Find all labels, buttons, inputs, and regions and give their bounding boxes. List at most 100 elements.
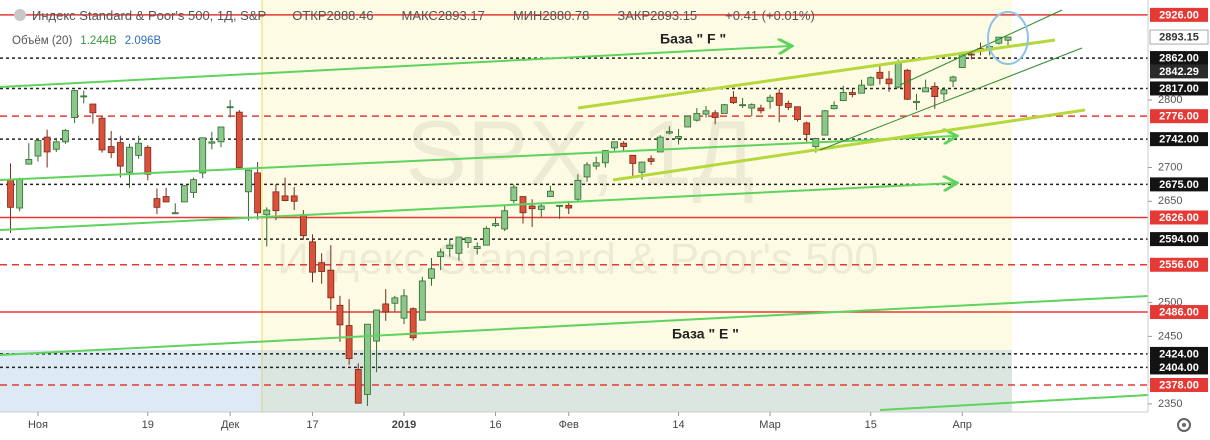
candle-body	[775, 92, 783, 106]
candle-body	[849, 92, 856, 95]
level-label-box	[1150, 257, 1208, 272]
candle-body	[309, 241, 316, 273]
level-label-box	[1150, 81, 1208, 96]
candle-body	[52, 141, 60, 150]
candle-body	[876, 71, 884, 79]
candle-body	[858, 84, 865, 94]
level-label-box	[1150, 132, 1208, 147]
candle-body	[428, 268, 435, 279]
candle-body	[382, 303, 390, 313]
candle-body	[208, 141, 216, 144]
level-label: 2424.00	[1159, 348, 1199, 360]
candle-body	[336, 304, 344, 326]
candle-body	[940, 89, 948, 95]
candle-body	[510, 186, 518, 201]
channel-line	[819, 47, 1083, 151]
candle-body	[199, 137, 207, 174]
candle-body	[135, 142, 143, 156]
volume-value: 1.244B	[80, 35, 117, 47]
trend-line	[0, 136, 955, 181]
candle-body	[720, 104, 728, 114]
candle-body	[162, 196, 170, 203]
x-tick-label: 17	[306, 419, 318, 431]
candle-body	[144, 146, 152, 175]
settings-icon[interactable]	[1177, 418, 1191, 432]
last-price-box	[1149, 29, 1209, 45]
candle-body	[400, 295, 408, 319]
candle-body	[153, 198, 161, 208]
candle-body	[656, 136, 664, 153]
ohlc-value: 2893.17	[437, 8, 485, 23]
gear[interactable]	[1177, 418, 1191, 432]
candle-body	[839, 92, 847, 102]
candle-body	[43, 136, 51, 153]
level-label-box	[1150, 51, 1208, 66]
candle-body	[730, 96, 737, 104]
ohlc-label: ОТКР	[292, 8, 327, 23]
trend-line	[0, 183, 955, 231]
candle-body	[354, 369, 362, 404]
level-label-box	[1150, 377, 1208, 392]
candle-body	[492, 223, 499, 226]
candle-body	[556, 204, 563, 207]
gear-center[interactable]	[1182, 423, 1186, 427]
channel-line	[612, 108, 1086, 182]
candle-body	[830, 104, 838, 110]
y-tick-label: 2450	[1158, 330, 1182, 342]
y-tick-label: 2350	[1158, 398, 1182, 410]
level-label-box	[1150, 7, 1208, 22]
annotation: База " E "	[672, 326, 739, 342]
candle-body	[299, 214, 307, 237]
ohlc-value: 2888.46	[326, 8, 374, 23]
x-tick-label: 16	[489, 419, 501, 431]
symbol-title: Индекс Standard & Poor's 500, 1Д, S&P	[32, 8, 267, 23]
candle-body	[794, 106, 801, 120]
candle-body	[290, 195, 298, 202]
candle-body	[455, 236, 463, 254]
time-axis-bg	[0, 412, 1148, 440]
level-label-box	[1150, 109, 1208, 124]
candle-body	[638, 161, 646, 173]
candle-body	[25, 158, 33, 165]
candle-body	[528, 205, 536, 210]
candle-body	[675, 136, 682, 139]
ohlc-label: МАКС	[401, 8, 438, 23]
trend-line	[879, 394, 1149, 411]
level-label: 2486.00	[1159, 306, 1199, 318]
candle-body	[116, 142, 124, 167]
candle-body	[245, 169, 252, 193]
candle-body	[821, 110, 829, 136]
candle-body	[565, 204, 573, 209]
x-tick-label: 14	[672, 419, 684, 431]
candle-body	[418, 280, 426, 321]
candle-body	[501, 210, 509, 230]
candle-body	[235, 111, 243, 168]
candle-body	[757, 107, 765, 112]
candle-body	[180, 185, 188, 203]
candle-body	[601, 150, 609, 164]
candle-body	[409, 308, 417, 339]
candle-body	[574, 179, 582, 200]
candle-body	[684, 115, 692, 128]
annotation: База " F "	[660, 31, 726, 47]
candle-body	[318, 262, 326, 272]
level-label: 2926.00	[1159, 9, 1199, 21]
volume-average: 2.096B	[124, 35, 162, 47]
last-price-label: 2893.15	[1159, 31, 1199, 43]
candle-body	[107, 146, 115, 154]
x-tick-label: Дек	[221, 419, 240, 431]
watermark-name: Индекс Standard & Poor's 500	[277, 235, 878, 284]
candle-body	[345, 325, 353, 360]
candle-body	[1004, 36, 1012, 41]
ohlc: МАКС2893.17	[401, 8, 498, 23]
candle-body	[748, 104, 756, 109]
candle-body	[327, 269, 335, 299]
ohlc: МИН2880.78	[513, 8, 604, 23]
candle-body	[482, 227, 490, 246]
candle-body	[226, 106, 234, 109]
level-label: 2404.00	[1159, 362, 1199, 374]
candle-body	[583, 164, 591, 178]
level-label-box	[1150, 305, 1208, 320]
candle-body	[263, 209, 271, 216]
